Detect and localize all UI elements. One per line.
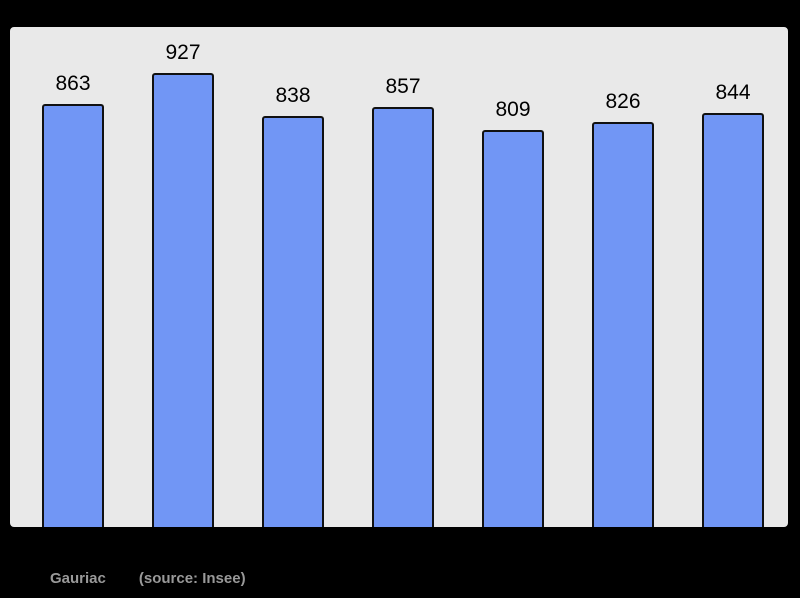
bar — [42, 104, 104, 527]
bar — [482, 130, 544, 527]
bar-value-label: 857 — [385, 75, 421, 98]
caption-commune: Gauriac — [50, 570, 106, 587]
chart-panel: 863 927 838 857 809 826 844 — [8, 25, 790, 529]
bar — [372, 107, 434, 527]
caption: Gauriac (source: Insee) — [50, 571, 246, 587]
bar-value-label: 838 — [275, 84, 311, 107]
bar — [152, 73, 214, 527]
bar-value-label: 826 — [605, 90, 641, 113]
bar — [262, 116, 324, 527]
plot-area: 863 927 838 857 809 826 844 — [10, 27, 788, 527]
bar-value-label: 809 — [495, 98, 531, 121]
bar — [702, 113, 764, 527]
bar-value-label: 863 — [55, 72, 91, 95]
bar-value-label: 844 — [715, 81, 751, 104]
bar-value-label: 927 — [165, 41, 201, 64]
bar — [592, 122, 654, 527]
caption-source: (source: Insee) — [138, 570, 246, 587]
